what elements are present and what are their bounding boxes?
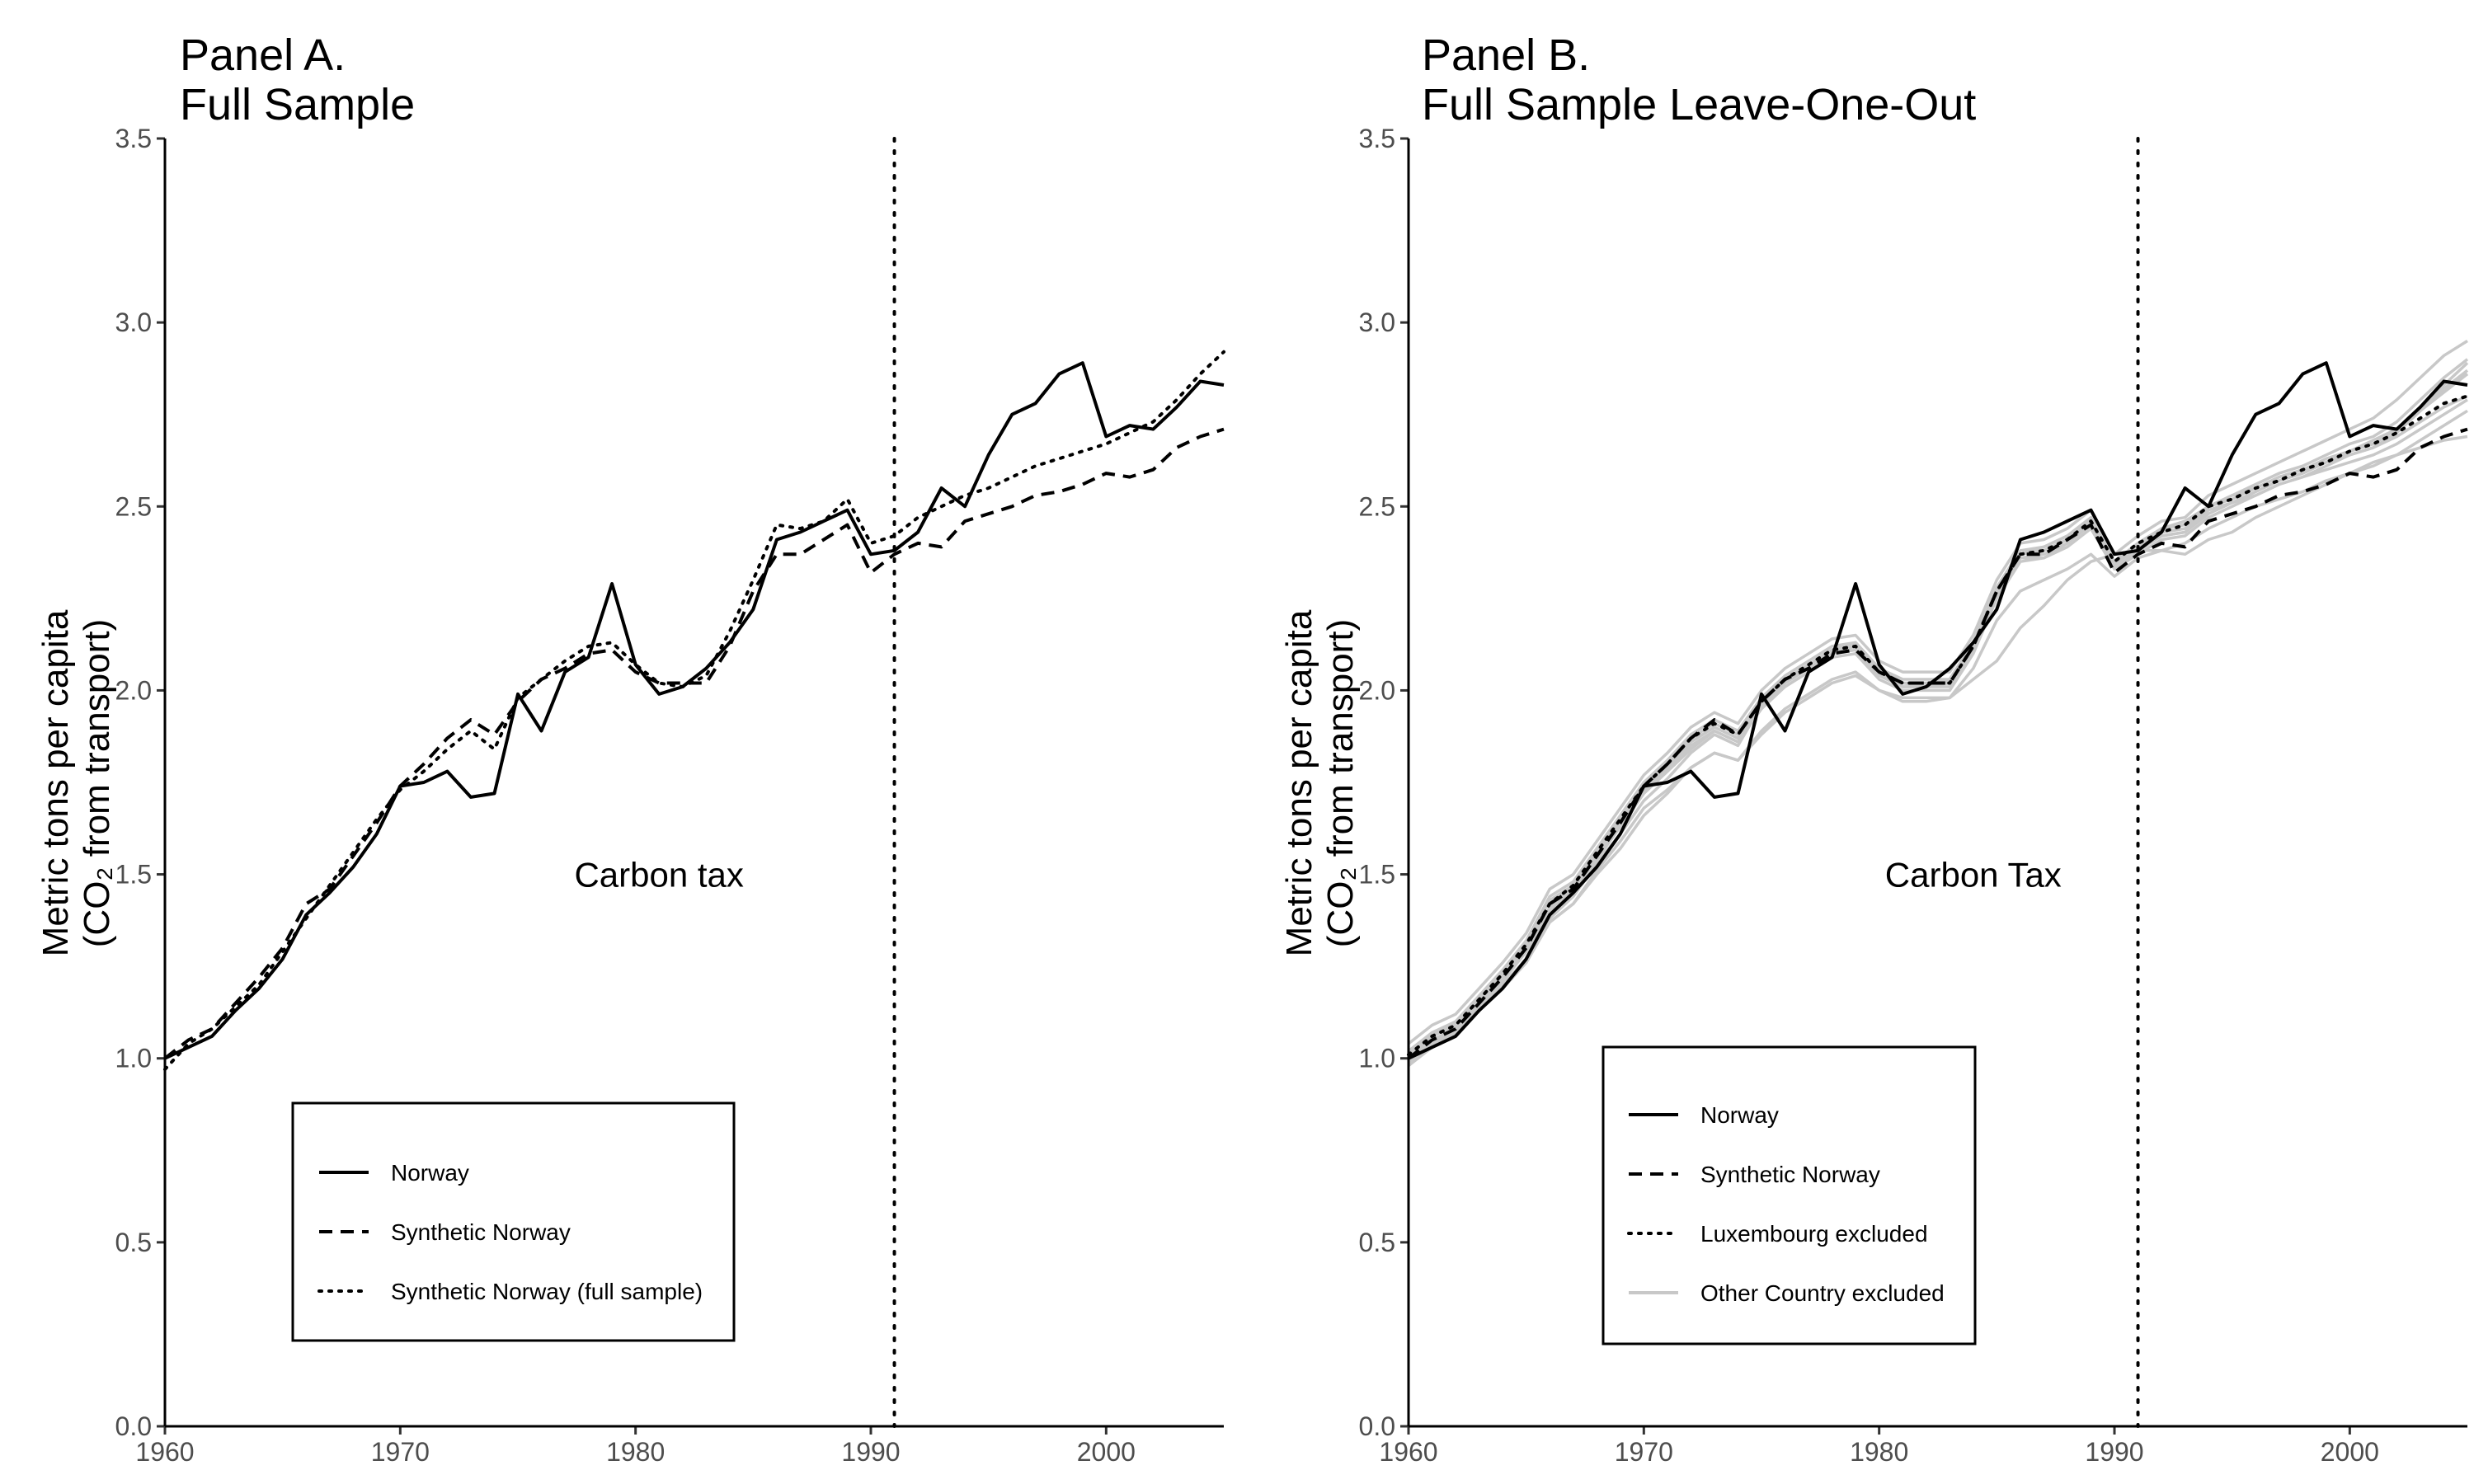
panel-a-y-label-line1: Metric tons per capita bbox=[35, 609, 76, 956]
panel-a-x-tick-label: 2000 bbox=[1077, 1437, 1136, 1467]
panel-b-y-tick-label: 3.0 bbox=[1359, 308, 1395, 337]
panel-b-y-tick-label: 1.0 bbox=[1359, 1044, 1395, 1073]
panel-a-series-synthetic-norway-full-sample bbox=[163, 350, 1225, 1072]
panel-a-x-tick-label: 1980 bbox=[606, 1437, 665, 1467]
panel-a-y-tick-label: 2.0 bbox=[115, 675, 152, 705]
panel-a-legend: Norway Synthetic Norway Synthetic Norway… bbox=[291, 1101, 736, 1342]
panel-a-y-ticks: 0.0 0.5 1.0 1.5 2.0 2.5 3.0 3.5 bbox=[115, 124, 165, 1441]
panel-b-series-other-country-excluded bbox=[1408, 409, 2468, 1056]
panel-b-x-tick-label: 2000 bbox=[2321, 1437, 2379, 1467]
panel-b-carbon-tax-label: Carbon Tax bbox=[1885, 856, 2062, 895]
panel-b-y-axis-label: Metric tons per capita (CO₂ from transpo… bbox=[1279, 609, 1361, 956]
panel-b-y-tick-label: 0.5 bbox=[1359, 1228, 1395, 1257]
panel-b-series-other-country-excluded bbox=[1407, 340, 2468, 1045]
panel-b-y-tick-label: 2.5 bbox=[1359, 491, 1395, 521]
panel-b-y-label-line2: (CO₂ from transport) bbox=[1320, 619, 1361, 947]
panel-b-subtitle: Full Sample Leave-One-Out bbox=[1422, 80, 1976, 129]
panel-a-x-ticks: 1960 1970 1980 1990 2000 bbox=[135, 1426, 1136, 1467]
panel-a-series-norway bbox=[164, 361, 1225, 1060]
panel-a-y-tick-label: 3.0 bbox=[115, 308, 152, 337]
panel-a-legend-label-full-sample: Synthetic Norway (full sample) bbox=[391, 1279, 703, 1304]
panel-b-y-tick-label: 0.0 bbox=[1359, 1411, 1395, 1441]
panel-b-legend-label-other: Other Country excluded bbox=[1700, 1280, 1945, 1306]
panel-a-x-tick-label: 1970 bbox=[371, 1437, 430, 1467]
panel-a-legend-label-synthetic: Synthetic Norway bbox=[391, 1219, 571, 1245]
panel-a-y-tick-label: 3.5 bbox=[115, 124, 152, 153]
panel-b-y-ticks: 0.0 0.5 1.0 1.5 2.0 2.5 3.0 3.5 bbox=[1359, 124, 1409, 1441]
panel-a-y-tick-label: 0.0 bbox=[115, 1411, 152, 1441]
panel-b-x-tick-label: 1990 bbox=[2085, 1437, 2143, 1467]
panel-a-legend-label-norway: Norway bbox=[391, 1160, 469, 1186]
panel-a-legend-box bbox=[291, 1101, 736, 1342]
panel-b-background-lines bbox=[1407, 340, 2469, 1067]
panel-b-y-tick-label: 1.5 bbox=[1359, 860, 1395, 890]
panel-b-series-other-country-excluded bbox=[1407, 373, 2469, 1064]
panel-b-series-other-country-excluded bbox=[1407, 398, 2468, 1060]
panel-b-series-other-country-excluded bbox=[1407, 358, 2469, 1053]
panel-a-series-synthetic-norway bbox=[163, 427, 1225, 1060]
panel-b-x-tick-label: 1980 bbox=[1850, 1437, 1908, 1467]
panel-b-y-tick-label: 3.5 bbox=[1359, 124, 1395, 153]
panel-a-y-tick-label: 1.0 bbox=[115, 1044, 152, 1073]
panel-b-legend-label-norway: Norway bbox=[1700, 1102, 1779, 1128]
panel-a-y-tick-label: 0.5 bbox=[115, 1228, 152, 1257]
panel-b-series-luxembourg-excluded bbox=[1407, 394, 2469, 1057]
panel-a-y-tick-label: 2.5 bbox=[115, 491, 152, 521]
panel-a-y-tick-label: 1.5 bbox=[115, 860, 152, 890]
panel-b-legend: Norway Synthetic Norway Luxembourg exclu… bbox=[1602, 1045, 1977, 1345]
panel-b-lines bbox=[1407, 361, 2469, 1060]
panel-b-y-label-line1: Metric tons per capita bbox=[1279, 609, 1319, 956]
panel-a-title: Panel A. bbox=[180, 31, 346, 80]
panel-a-lines bbox=[163, 350, 1225, 1072]
panel-a-subtitle: Full Sample bbox=[180, 80, 415, 129]
panel-a-x-tick-label: 1960 bbox=[135, 1437, 194, 1467]
panel-b-title: Panel B. bbox=[1422, 31, 1590, 80]
panel-b-series-norway bbox=[1408, 361, 2468, 1060]
panel-b-x-ticks: 1960 1970 1980 1990 2000 bbox=[1379, 1426, 2379, 1467]
panel-a-carbon-tax-label: Carbon tax bbox=[574, 856, 743, 895]
panel-a-y-label-line2: (CO₂ from transport) bbox=[77, 619, 117, 947]
panel-b-legend-label-luxembourg: Luxembourg excluded bbox=[1700, 1221, 1928, 1247]
panel-b-series-other-country-excluded bbox=[1408, 434, 2468, 1053]
panel-b-x-tick-label: 1960 bbox=[1379, 1437, 1437, 1467]
panel-a-x-tick-label: 1990 bbox=[841, 1437, 900, 1467]
panel-b-legend-label-synthetic: Synthetic Norway bbox=[1700, 1162, 1880, 1187]
panel-b-x-tick-label: 1970 bbox=[1615, 1437, 1673, 1467]
panel-b-series-other-country-excluded bbox=[1407, 373, 2468, 1067]
panel-b: Panel B. Full Sample Leave-One-Out Metri… bbox=[1279, 31, 2469, 1467]
panel-a: Panel A. Full Sample Metric tons per cap… bbox=[35, 31, 1225, 1467]
panel-b-y-tick-label: 2.0 bbox=[1359, 675, 1395, 705]
panel-a-y-axis-label: Metric tons per capita (CO₂ from transpo… bbox=[35, 609, 117, 956]
panel-b-series-synthetic-norway bbox=[1407, 427, 2468, 1060]
panel-b-series-other-country-excluded bbox=[1408, 394, 2468, 1053]
